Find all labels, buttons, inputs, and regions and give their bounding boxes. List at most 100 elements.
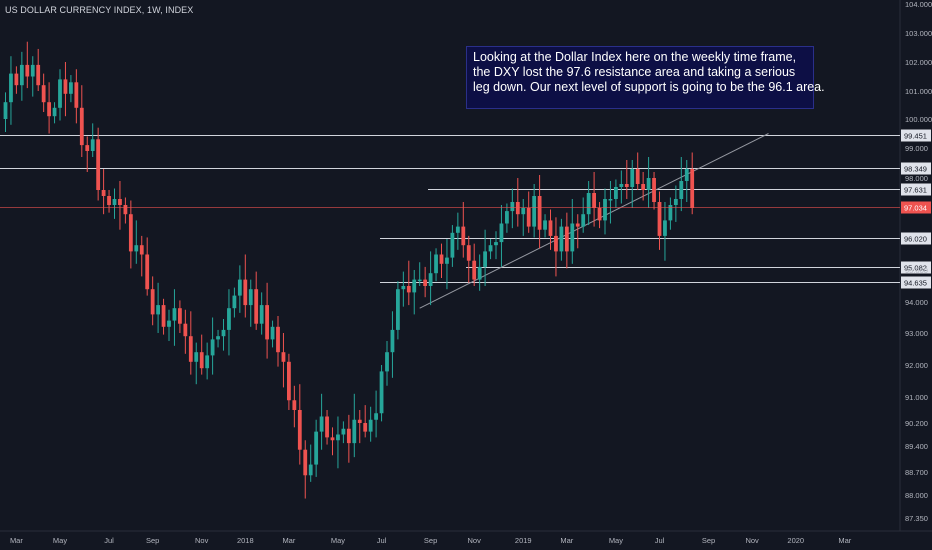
time-tick-label: Mar (282, 536, 295, 545)
candle-body (118, 199, 122, 205)
level-price-tag (901, 276, 931, 289)
candle-body (248, 289, 253, 306)
candle-body (85, 145, 90, 151)
candle-body (325, 416, 329, 438)
candle-body (564, 226, 569, 252)
price-tick-label: 104.000 (905, 0, 932, 9)
candle-body (52, 107, 57, 117)
candle-body (243, 279, 248, 306)
time-tick-label: Jul (655, 536, 665, 545)
candle-body (619, 184, 624, 187)
candle-body (423, 279, 428, 286)
candle-body (205, 355, 210, 369)
time-tick-label: Nov (195, 536, 209, 545)
candle-body (194, 352, 199, 362)
level-price-tag (901, 232, 931, 245)
candle-body (221, 329, 226, 337)
candle-body (259, 305, 264, 324)
candle-body (614, 187, 618, 199)
candle-body (314, 431, 319, 465)
candle-body (281, 352, 286, 362)
candle-body (199, 352, 204, 369)
candle-body (494, 242, 498, 246)
annotation-box[interactable]: Looking at the Dollar Index here on the … (466, 46, 825, 109)
candle-body (232, 295, 237, 309)
candle-body (624, 184, 629, 187)
level-price-label: 94.635 (904, 279, 927, 288)
level-price-label: 96.020 (904, 235, 927, 244)
level-price-tag (901, 261, 931, 274)
candle-body (401, 286, 406, 290)
candle-body (25, 64, 30, 77)
candle-body (172, 308, 177, 321)
annotation-line-1: Looking at the Dollar Index here on the … (473, 50, 797, 64)
candlesticks (3, 41, 695, 499)
candle-body (385, 352, 389, 372)
candle-body (287, 361, 291, 401)
candle-body (483, 251, 487, 267)
candle-body (684, 169, 689, 181)
candle-body (434, 254, 438, 274)
price-axis[interactable]: 99.451 98.349 97.631 96.020 95.082 94.635 97.0… (901, 0, 932, 523)
price-tick-label: 99.000 (905, 144, 928, 153)
candle-body (308, 464, 313, 476)
candle-body (183, 323, 188, 337)
candle-body (96, 139, 101, 190)
candle-body (543, 220, 547, 230)
candle-body (472, 260, 477, 280)
candle-body (167, 320, 171, 327)
candle-body (379, 371, 384, 414)
candle-body (270, 326, 275, 340)
candle-body (646, 178, 651, 190)
time-tick-label: 2020 (787, 536, 804, 545)
candle-body (488, 245, 493, 252)
candle-body (69, 82, 73, 94)
time-axis[interactable]: Mar May Jul Sep Nov 2018 Mar May Jul Sep Nov 2019 Ma… (10, 536, 852, 545)
candle-body (336, 434, 340, 441)
time-tick-label: Mar (838, 536, 851, 545)
time-tick-label: Nov (468, 536, 482, 545)
candle-body (47, 102, 51, 117)
candle-body (237, 279, 242, 296)
candle-body (292, 400, 297, 410)
candle-body (319, 416, 324, 432)
candle-body (455, 226, 460, 233)
candle-body (570, 223, 575, 252)
candle-body (41, 85, 46, 103)
time-tick-label: Sep (146, 536, 159, 545)
candle-body (112, 199, 117, 205)
candle-body (412, 279, 417, 293)
candle-body (90, 139, 95, 151)
candle-body (346, 428, 351, 444)
candle-body (58, 79, 62, 108)
candle-body (548, 220, 553, 236)
candle-body (592, 193, 596, 208)
candle-body (161, 305, 166, 327)
time-tick-label: Sep (702, 536, 715, 545)
chart-title: US DOLLAR CURRENCY INDEX, 1W, INDEX (5, 5, 194, 15)
candle-body (597, 208, 602, 221)
candle-body (14, 73, 19, 86)
candle-body (227, 308, 231, 330)
time-tick-label: Nov (745, 536, 759, 545)
time-tick-label: Mar (10, 536, 23, 545)
price-tick-label: 87.350 (905, 514, 928, 523)
candle-body (679, 181, 684, 199)
level-price-label: 99.451 (904, 132, 927, 141)
time-tick-label: May (609, 536, 623, 545)
candle-body (575, 223, 580, 227)
time-tick-label: Jul (104, 536, 114, 545)
candle-body (461, 226, 466, 246)
candle-body (374, 413, 378, 420)
level-price-tag (901, 162, 931, 175)
candle-body (254, 289, 259, 324)
candle-body (330, 437, 335, 441)
level-price-label: 95.082 (904, 264, 927, 273)
candle-body (156, 305, 160, 315)
time-tick-label: May (331, 536, 345, 545)
candle-body (635, 169, 640, 184)
time-tick-label: Jul (377, 536, 387, 545)
candle-body (690, 169, 695, 208)
time-tick-label: May (53, 536, 67, 545)
